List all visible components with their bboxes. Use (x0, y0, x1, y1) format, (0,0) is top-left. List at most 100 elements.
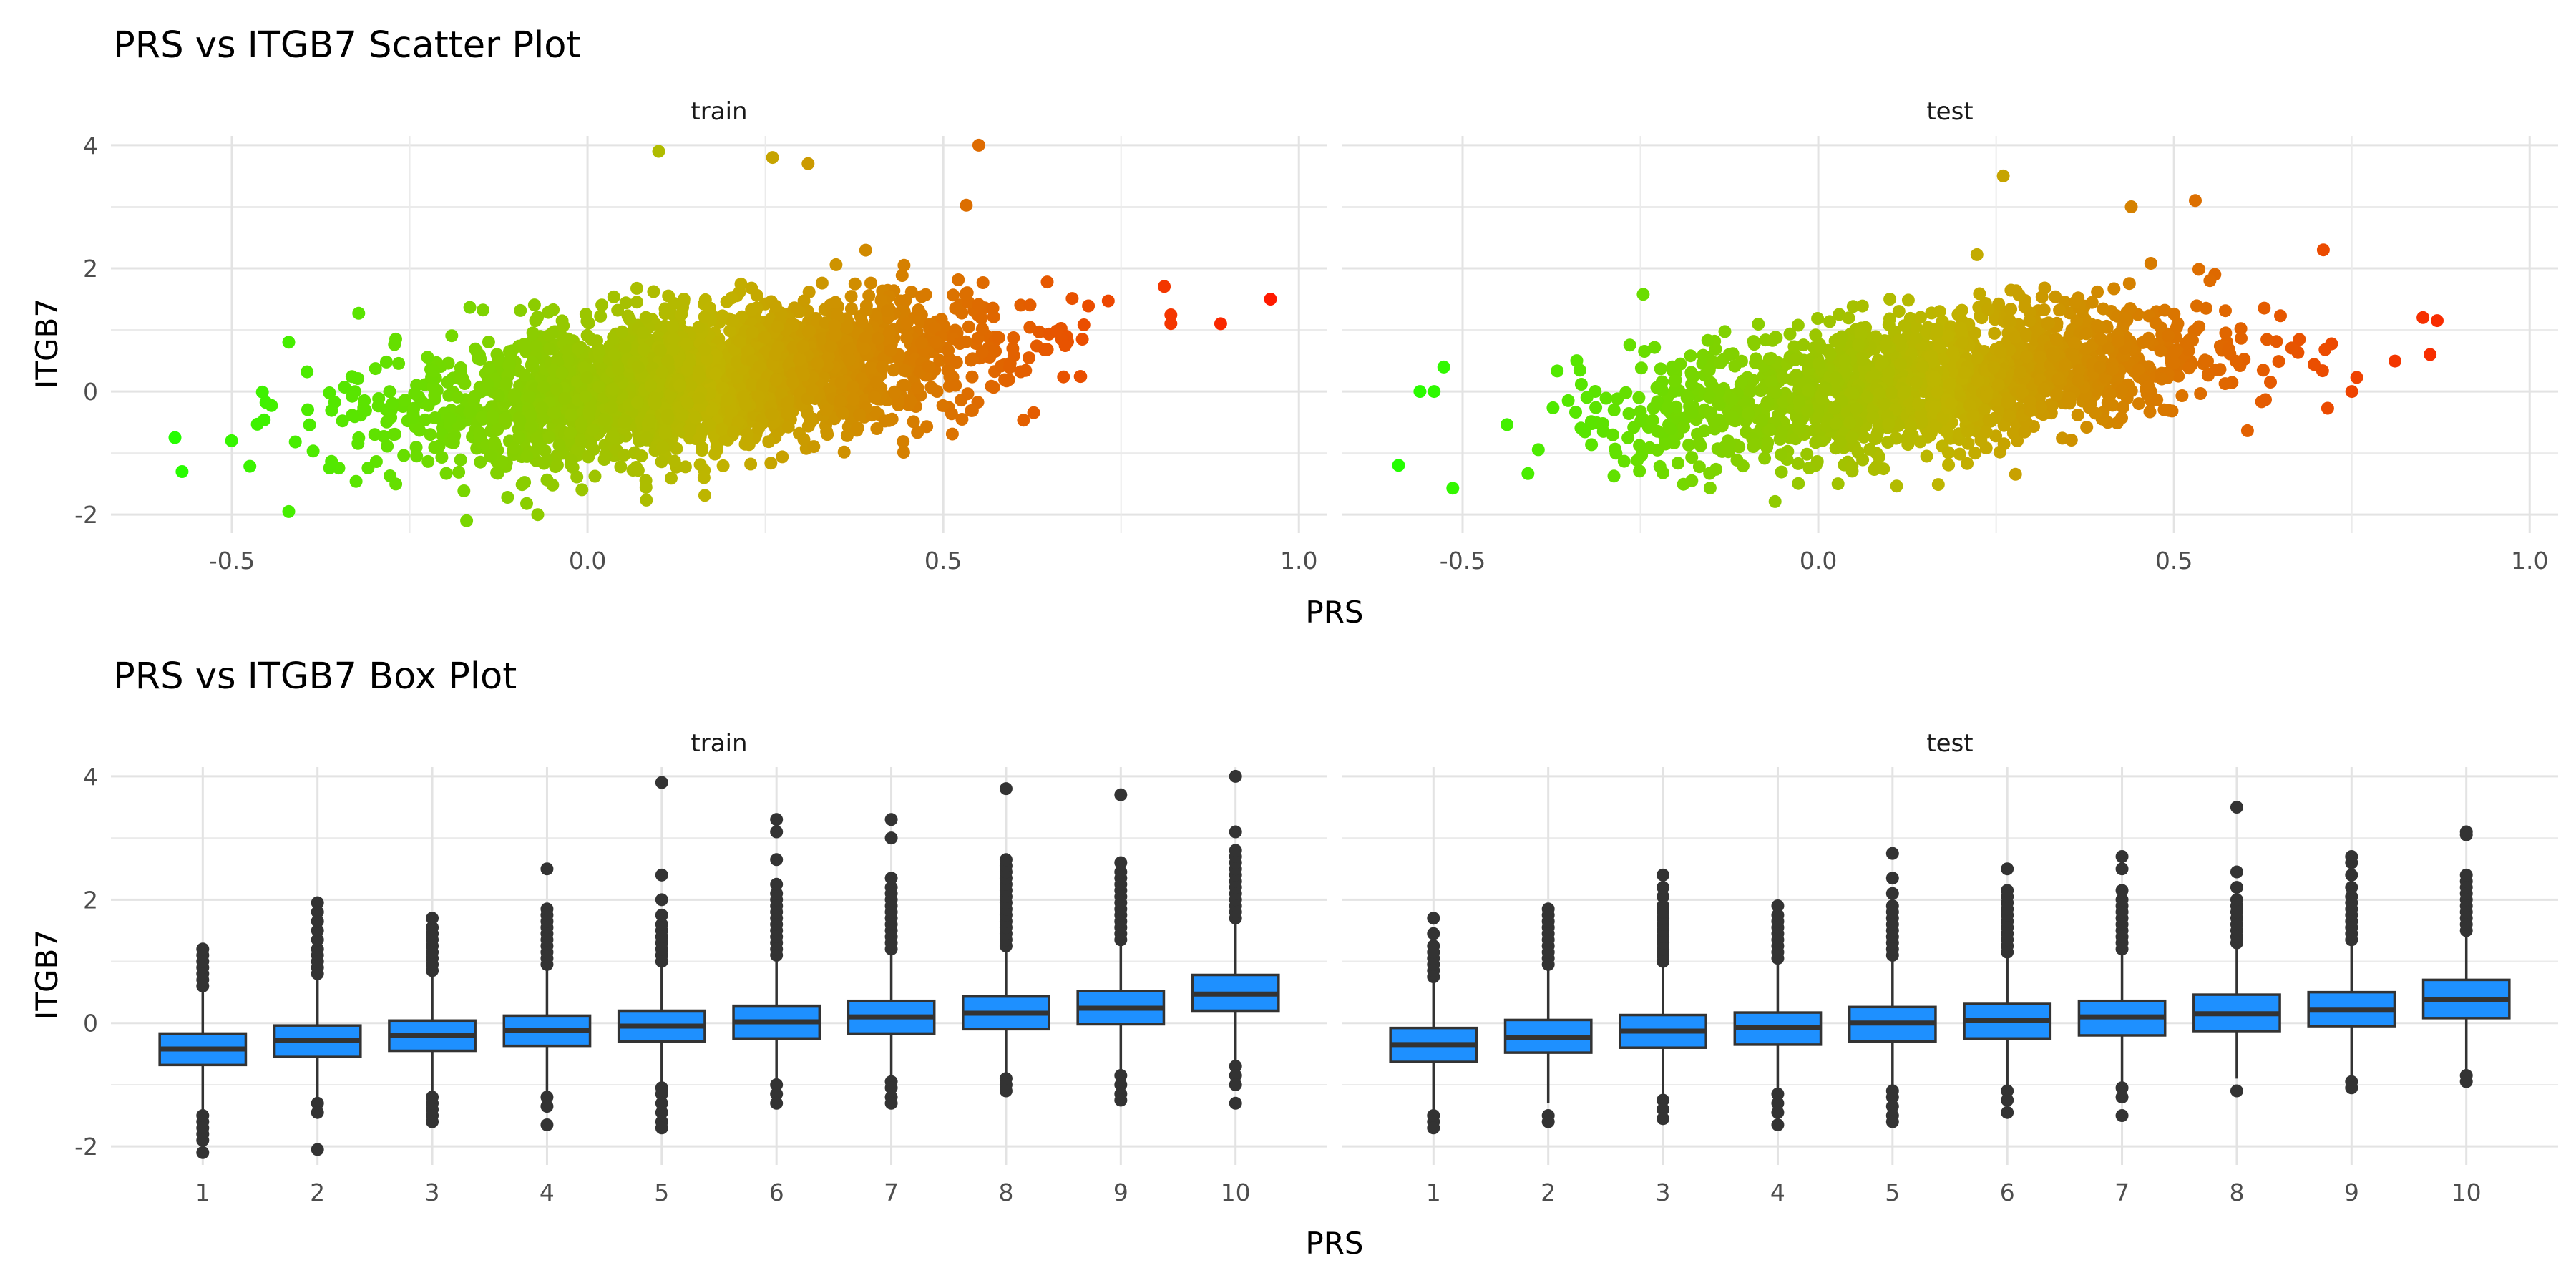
scatter-point (1925, 350, 1938, 364)
scatter-point (859, 303, 873, 317)
scatter-point (936, 399, 950, 412)
scatter-point (1657, 466, 1669, 479)
scatter-point (811, 357, 824, 370)
scatter-x-tick-label: 0.5 (2155, 547, 2192, 575)
box-outlier (1885, 872, 1899, 885)
scatter-point (481, 377, 494, 391)
box-outlier (1885, 899, 1899, 912)
scatter-point (806, 384, 819, 396)
scatter-point (1007, 331, 1020, 344)
scatter-point (2102, 341, 2115, 355)
scatter-point (1941, 426, 1953, 439)
scatter-point (801, 419, 815, 433)
scatter-point (1685, 451, 1699, 464)
scatter-x-tick-label: 0.0 (569, 547, 606, 575)
scatter-point (746, 326, 759, 339)
scatter-point (851, 421, 864, 435)
scatter-point (869, 406, 882, 419)
box-x-tick-label: 9 (1113, 1179, 1128, 1206)
box-x-tick-label: 5 (1885, 1179, 1900, 1206)
scatter-point (1607, 404, 1621, 416)
scatter-point (1870, 428, 1884, 441)
scatter-point (2272, 355, 2285, 369)
scatter-point (451, 390, 464, 404)
scatter-point (2158, 303, 2172, 317)
scatter-point (1910, 376, 1923, 389)
scatter-point (282, 504, 296, 518)
box-outlier (1114, 856, 1128, 869)
scatter-point (2004, 303, 2018, 316)
scatter-point (484, 449, 497, 463)
scatter-point (1711, 396, 1724, 409)
scatter-point (965, 353, 977, 367)
scatter-point (1661, 401, 1674, 414)
scatter-point (1755, 414, 1769, 427)
scatter-point (2229, 354, 2243, 368)
scatter-point (1752, 318, 1765, 331)
scatter-strip-label-test: test (1926, 97, 1973, 126)
scatter-point (1931, 386, 1944, 399)
scatter-point (2115, 384, 2129, 397)
box-outlier (884, 1081, 898, 1095)
scatter-point (1898, 319, 1911, 333)
scatter-point (1970, 248, 1984, 261)
scatter-point (2044, 398, 2057, 411)
scatter-point (897, 435, 910, 449)
scatter-point (945, 427, 959, 441)
scatter-point (661, 409, 674, 422)
scatter-point (2009, 331, 2022, 344)
box-outlier (2230, 801, 2243, 814)
scatter-point (2089, 406, 2102, 420)
box-outlier (2459, 1075, 2473, 1088)
scatter-point (819, 404, 833, 417)
scatter-point (692, 321, 706, 334)
scatter-point (652, 145, 665, 158)
scatter-point (718, 432, 732, 446)
scatter-point (864, 276, 877, 290)
scatter-point (2293, 333, 2306, 346)
scatter-point (2107, 282, 2121, 296)
scatter-point (520, 449, 534, 463)
scatter-point (1857, 430, 1870, 444)
scatter-point (898, 364, 912, 377)
scatter-point (697, 471, 711, 484)
scatter-point (631, 396, 644, 409)
box-outlier (2345, 881, 2358, 894)
box-outlier (1657, 1093, 1670, 1107)
scatter-point (588, 469, 602, 483)
scatter-point (1792, 477, 1805, 490)
scatter-point (750, 288, 763, 302)
scatter-point (2093, 361, 2107, 374)
scatter-point (603, 400, 617, 414)
scatter-point (421, 351, 434, 364)
box-outlier (1114, 788, 1128, 801)
scatter-point (1758, 452, 1772, 465)
box-outlier (196, 1146, 210, 1159)
scatter-point (730, 355, 743, 369)
scatter-point (2132, 397, 2145, 411)
scatter-point (972, 138, 985, 152)
scatter-point (1829, 384, 1842, 397)
scatter-point (1664, 422, 1677, 436)
scatter-point (1916, 360, 1929, 373)
box-outlier (1114, 1069, 1128, 1083)
scatter-point (384, 469, 397, 482)
scatter-point (844, 290, 858, 303)
scatter-point (947, 288, 960, 302)
scatter-point (640, 493, 653, 507)
scatter-point (2192, 320, 2206, 333)
scatter-point (1606, 428, 1619, 441)
scatter-point (386, 396, 399, 410)
scatter-point (765, 407, 779, 421)
scatter-point (518, 369, 532, 382)
scatter-point (1569, 406, 1582, 419)
scatter-point (1761, 396, 1775, 409)
scatter-point (1823, 315, 1836, 328)
scatter-point (1074, 370, 1088, 384)
box-x-tick-label: 3 (425, 1179, 440, 1206)
scatter-point (1437, 360, 1450, 374)
box-outlier (655, 908, 668, 922)
scatter-point (2122, 277, 2136, 291)
scatter-point (635, 449, 648, 463)
scatter-point (1730, 454, 1744, 467)
